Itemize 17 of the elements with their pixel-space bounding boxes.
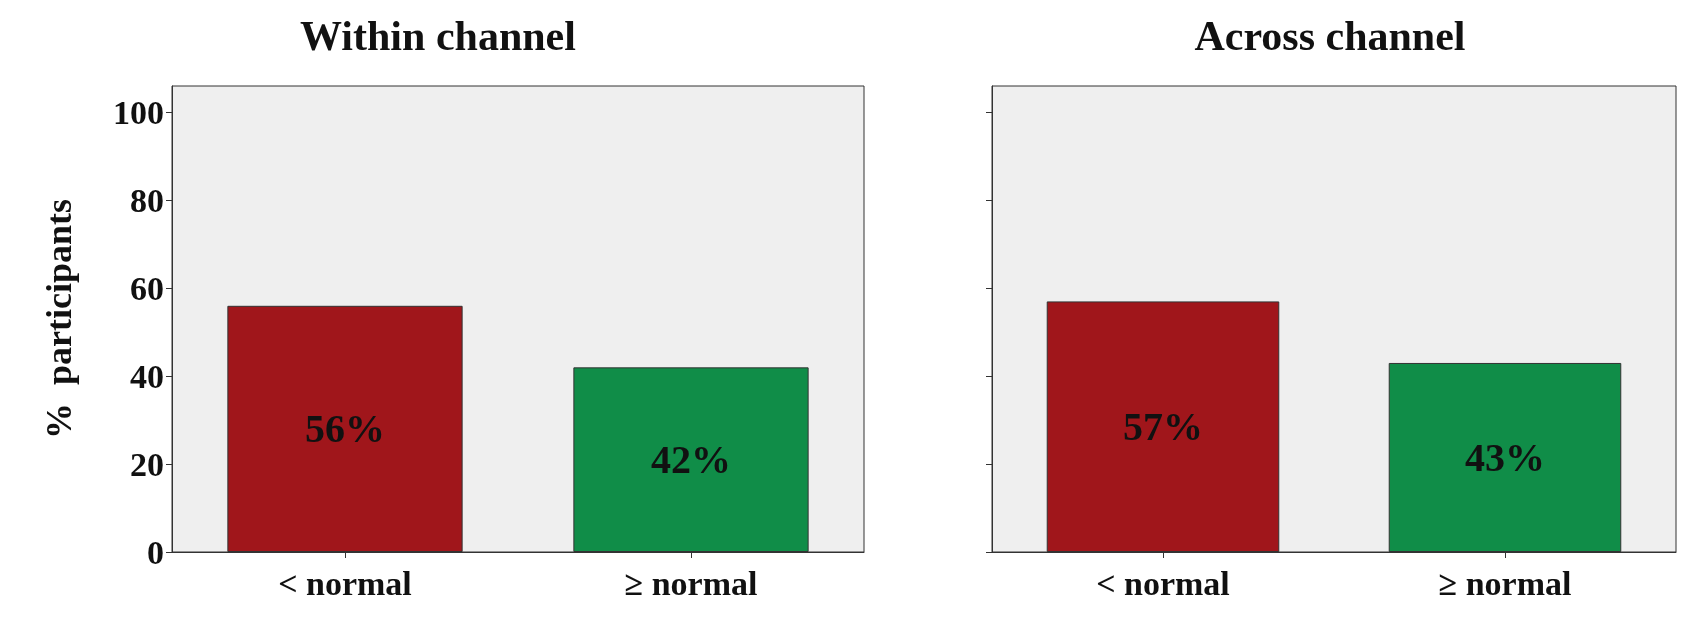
y-tick-label: 60 bbox=[130, 269, 164, 307]
chart-title: Across channel bbox=[1194, 13, 1466, 59]
x-tick-label: ≥ normal bbox=[624, 564, 758, 602]
chart-title: Within channel bbox=[300, 13, 576, 59]
y-axis-title: % participants bbox=[39, 198, 79, 440]
x-tick-label: ≥ normal bbox=[1438, 564, 1572, 602]
y-tick-label: 100 bbox=[113, 93, 164, 131]
x-tick-label: < normal bbox=[278, 564, 412, 602]
y-tick-label: 20 bbox=[130, 445, 164, 483]
x-tick-label: < normal bbox=[1096, 564, 1230, 602]
data-label: 57% bbox=[1123, 404, 1203, 450]
y-tick-label: 80 bbox=[130, 181, 164, 219]
y-tick-label: 0 bbox=[147, 533, 164, 571]
data-label: 42% bbox=[651, 437, 731, 483]
data-label: 56% bbox=[305, 406, 385, 452]
y-tick-label: 40 bbox=[130, 357, 164, 395]
data-label: 43% bbox=[1465, 434, 1545, 480]
